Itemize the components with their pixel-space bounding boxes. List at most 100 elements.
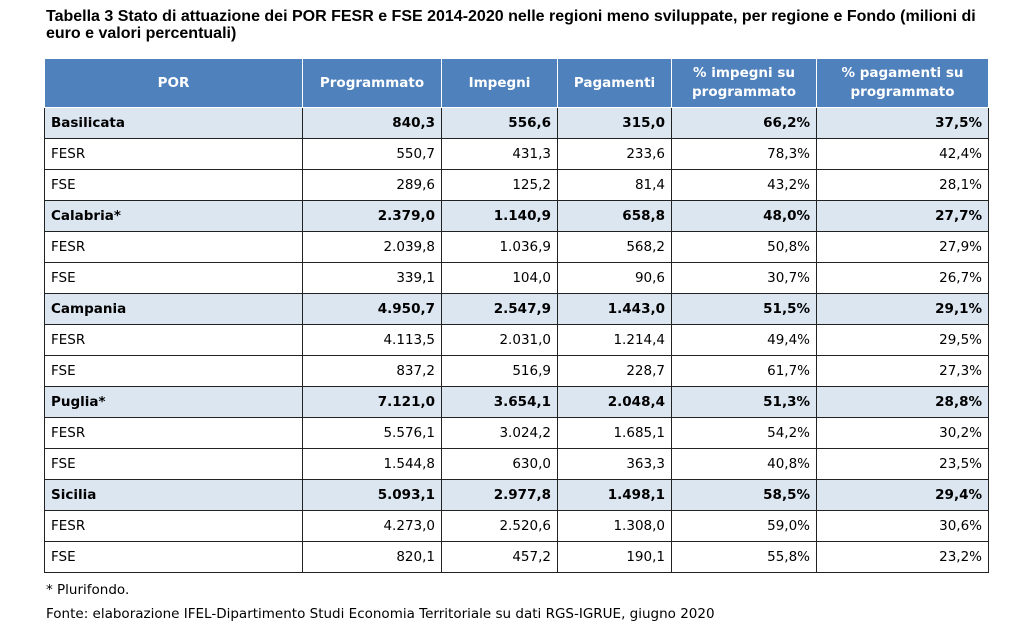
table-row: FSE 289,6 125,2 81,4 43,2% 28,1%: [44, 169, 989, 201]
value-cell: 23,5%: [816, 448, 989, 480]
data-table: POR Programmato Impegni Pagamenti % impe…: [44, 58, 989, 573]
value-cell: 78,3%: [671, 138, 817, 170]
value-cell: 4.273,0: [302, 510, 442, 542]
value-cell: 190,1: [557, 541, 672, 573]
footnote: * Plurifondo.: [46, 582, 130, 598]
value-cell: 3.654,1: [441, 386, 558, 418]
table-title: Tabella 3 Stato di attuazione dei POR FE…: [46, 8, 976, 42]
value-cell: 1.214,4: [557, 324, 672, 356]
header-pct-impegni: % impegni su programmato: [671, 58, 817, 108]
value-cell: 28,8%: [816, 386, 989, 418]
table-body: Basilicata 840,3 556,6 315,0 66,2% 37,5% FESR 5…: [44, 107, 989, 573]
header-pct-pagamenti: % pagamenti su programmato: [816, 58, 989, 108]
value-cell: 29,1%: [816, 293, 989, 325]
row-label-cell: FESR: [44, 231, 303, 263]
value-cell: 228,7: [557, 355, 672, 387]
value-cell: 90,6: [557, 262, 672, 294]
row-label-cell: Sicilia: [44, 479, 303, 511]
value-cell: 42,4%: [816, 138, 989, 170]
value-cell: 840,3: [302, 107, 442, 139]
value-cell: 125,2: [441, 169, 558, 201]
row-label-cell: Campania: [44, 293, 303, 325]
value-cell: 1.498,1: [557, 479, 672, 511]
value-cell: 630,0: [441, 448, 558, 480]
value-cell: 28,1%: [816, 169, 989, 201]
value-cell: 58,5%: [671, 479, 817, 511]
value-cell: 550,7: [302, 138, 442, 170]
header-programmato: Programmato: [302, 58, 442, 108]
value-cell: 516,9: [441, 355, 558, 387]
row-label-cell: FESR: [44, 417, 303, 449]
value-cell: 2.977,8: [441, 479, 558, 511]
value-cell: 61,7%: [671, 355, 817, 387]
table-row: FESR 550,7 431,3 233,6 78,3% 42,4%: [44, 138, 989, 170]
value-cell: 66,2%: [671, 107, 817, 139]
value-cell: 5.576,1: [302, 417, 442, 449]
table-row: FSE 837,2 516,9 228,7 61,7% 27,3%: [44, 355, 989, 387]
value-cell: 30,7%: [671, 262, 817, 294]
value-cell: 837,2: [302, 355, 442, 387]
value-cell: 27,7%: [816, 200, 989, 232]
value-cell: 658,8: [557, 200, 672, 232]
region-row: Campania 4.950,7 2.547,9 1.443,0 51,5% 29,1%: [44, 293, 989, 325]
value-cell: 2.039,8: [302, 231, 442, 263]
value-cell: 289,6: [302, 169, 442, 201]
header-por: POR: [44, 58, 303, 108]
row-label-cell: FSE: [44, 448, 303, 480]
table-row: FESR 2.039,8 1.036,9 568,2 50,8% 27,9%: [44, 231, 989, 263]
value-cell: 23,2%: [816, 541, 989, 573]
value-cell: 2.547,9: [441, 293, 558, 325]
row-label-cell: FESR: [44, 510, 303, 542]
header-impegni: Impegni: [441, 58, 558, 108]
value-cell: 1.544,8: [302, 448, 442, 480]
header-pagamenti: Pagamenti: [557, 58, 672, 108]
source-note: Fonte: elaborazione IFEL-Dipartimento St…: [46, 606, 715, 622]
value-cell: 820,1: [302, 541, 442, 573]
value-cell: 29,5%: [816, 324, 989, 356]
value-cell: 59,0%: [671, 510, 817, 542]
value-cell: 26,7%: [816, 262, 989, 294]
row-label-cell: FESR: [44, 324, 303, 356]
value-cell: 2.031,0: [441, 324, 558, 356]
table-row: FSE 339,1 104,0 90,6 30,7% 26,7%: [44, 262, 989, 294]
region-row: Sicilia 5.093,1 2.977,8 1.498,1 58,5% 29,4%: [44, 479, 989, 511]
value-cell: 339,1: [302, 262, 442, 294]
value-cell: 104,0: [441, 262, 558, 294]
value-cell: 3.024,2: [441, 417, 558, 449]
value-cell: 2.048,4: [557, 386, 672, 418]
row-label-cell: Calabria*: [44, 200, 303, 232]
row-label-cell: FSE: [44, 355, 303, 387]
table-row: FESR 4.113,5 2.031,0 1.214,4 49,4% 29,5%: [44, 324, 989, 356]
row-label-cell: FESR: [44, 138, 303, 170]
value-cell: 50,8%: [671, 231, 817, 263]
value-cell: 43,2%: [671, 169, 817, 201]
region-row: Puglia* 7.121,0 3.654,1 2.048,4 51,3% 28,8%: [44, 386, 989, 418]
value-cell: 51,3%: [671, 386, 817, 418]
value-cell: 30,6%: [816, 510, 989, 542]
value-cell: 40,8%: [671, 448, 817, 480]
value-cell: 315,0: [557, 107, 672, 139]
value-cell: 1.308,0: [557, 510, 672, 542]
value-cell: 363,3: [557, 448, 672, 480]
row-label-cell: FSE: [44, 262, 303, 294]
value-cell: 1.036,9: [441, 231, 558, 263]
row-label-cell: FSE: [44, 541, 303, 573]
value-cell: 54,2%: [671, 417, 817, 449]
value-cell: 30,2%: [816, 417, 989, 449]
value-cell: 55,8%: [671, 541, 817, 573]
value-cell: 27,3%: [816, 355, 989, 387]
table-row: FSE 820,1 457,2 190,1 55,8% 23,2%: [44, 541, 989, 573]
value-cell: 233,6: [557, 138, 672, 170]
value-cell: 2.379,0: [302, 200, 442, 232]
value-cell: 37,5%: [816, 107, 989, 139]
value-cell: 48,0%: [671, 200, 817, 232]
value-cell: 2.520,6: [441, 510, 558, 542]
value-cell: 5.093,1: [302, 479, 442, 511]
value-cell: 1.140,9: [441, 200, 558, 232]
value-cell: 4.950,7: [302, 293, 442, 325]
value-cell: 556,6: [441, 107, 558, 139]
region-row: Basilicata 840,3 556,6 315,0 66,2% 37,5%: [44, 107, 989, 139]
value-cell: 49,4%: [671, 324, 817, 356]
value-cell: 27,9%: [816, 231, 989, 263]
row-label-cell: Puglia*: [44, 386, 303, 418]
